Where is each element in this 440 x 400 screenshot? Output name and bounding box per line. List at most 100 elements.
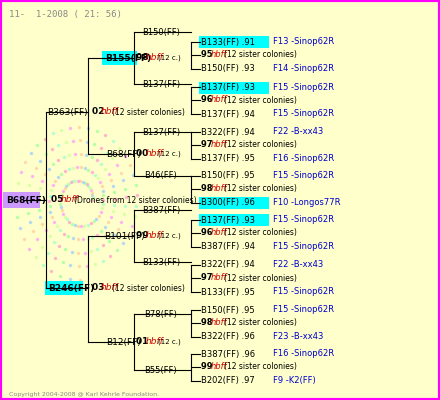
FancyBboxPatch shape (199, 36, 269, 48)
Text: (12 sister colonies): (12 sister colonies) (224, 228, 297, 237)
Text: B137(FF) .93: B137(FF) .93 (201, 83, 255, 92)
Text: F22 -B-xx43: F22 -B-xx43 (273, 260, 323, 269)
Text: B137(FF): B137(FF) (142, 128, 180, 136)
Text: 96: 96 (201, 228, 215, 237)
Text: hbff: hbff (210, 96, 227, 104)
Text: 11-  1-2008 ( 21: 56): 11- 1-2008 ( 21: 56) (9, 10, 122, 19)
Text: 02: 02 (92, 108, 107, 116)
Text: B137(FF) .95: B137(FF) .95 (201, 154, 254, 163)
Text: B68(FF): B68(FF) (106, 150, 141, 158)
Text: B68(FF): B68(FF) (7, 196, 47, 204)
Text: 97: 97 (201, 140, 215, 149)
Text: B150(FF) .93: B150(FF) .93 (201, 64, 254, 73)
Text: F10 -Longos77R: F10 -Longos77R (273, 198, 341, 207)
Text: (12 sister colonies): (12 sister colonies) (112, 108, 185, 116)
Text: F9 -K2(FF): F9 -K2(FF) (273, 376, 316, 385)
Text: (12 sister colonies): (12 sister colonies) (224, 96, 297, 104)
Text: B12(FF): B12(FF) (106, 338, 141, 346)
Text: B101(FF): B101(FF) (104, 232, 144, 240)
FancyBboxPatch shape (45, 281, 83, 295)
Text: 98: 98 (201, 184, 215, 193)
Text: (12 sister colonies): (12 sister colonies) (224, 184, 297, 193)
Text: hbff: hbff (210, 274, 227, 282)
Text: 99: 99 (201, 362, 215, 371)
Text: 96: 96 (201, 96, 215, 104)
Text: 99: 99 (136, 232, 152, 240)
Text: hbff: hbff (145, 338, 163, 346)
Text: B246(FF): B246(FF) (48, 284, 95, 292)
Text: B363(FF): B363(FF) (48, 108, 88, 116)
Text: (12 c.): (12 c.) (158, 55, 180, 61)
Text: hbff: hbff (145, 150, 163, 158)
Text: F23 -B-xx43: F23 -B-xx43 (273, 332, 323, 341)
Text: F14 -Sinop62R: F14 -Sinop62R (273, 64, 334, 73)
Text: (12 sister colonies): (12 sister colonies) (224, 274, 297, 282)
Text: B133(FF): B133(FF) (142, 258, 180, 266)
FancyBboxPatch shape (199, 214, 269, 226)
Text: (12 c.): (12 c.) (158, 339, 180, 345)
Text: F15 -Sinop62R: F15 -Sinop62R (273, 172, 334, 180)
Text: F15 -Sinop62R: F15 -Sinop62R (273, 83, 334, 92)
Text: B137(FF): B137(FF) (142, 80, 180, 88)
Text: hbff: hbff (210, 184, 227, 193)
FancyBboxPatch shape (3, 192, 40, 208)
Text: B322(FF) .94: B322(FF) .94 (201, 260, 254, 269)
Text: 97: 97 (201, 274, 215, 282)
Text: B46(FF): B46(FF) (144, 172, 177, 180)
Text: B387(FF): B387(FF) (142, 206, 180, 214)
Text: Copyright 2004-2008 @ Karl Kehrle Foundation.: Copyright 2004-2008 @ Karl Kehrle Founda… (9, 392, 159, 397)
Text: hbff: hbff (210, 362, 227, 371)
Text: B133(FF) .91: B133(FF) .91 (201, 38, 254, 46)
Text: F15 -Sinop62R: F15 -Sinop62R (273, 110, 334, 118)
Text: F15 -Sinop62R: F15 -Sinop62R (273, 306, 334, 314)
Text: B155(FF): B155(FF) (106, 54, 152, 62)
Text: hbff: hbff (145, 232, 163, 240)
Text: 03: 03 (92, 284, 107, 292)
Text: F22 -B-xx43: F22 -B-xx43 (273, 128, 323, 136)
Text: B322(FF) .96: B322(FF) .96 (201, 332, 254, 341)
Text: (12 sister colonies): (12 sister colonies) (224, 140, 297, 149)
Text: 98: 98 (136, 54, 152, 62)
Text: B387(FF) .94: B387(FF) .94 (201, 242, 255, 251)
Text: (12 c.): (12 c.) (158, 151, 180, 157)
Text: B55(FF): B55(FF) (144, 366, 177, 374)
Text: 00: 00 (136, 150, 152, 158)
Text: (12 sister colonies): (12 sister colonies) (224, 362, 297, 371)
Text: hbff: hbff (145, 54, 163, 62)
Text: B322(FF) .94: B322(FF) .94 (201, 128, 254, 136)
Text: B150(FF) .95: B150(FF) .95 (201, 172, 254, 180)
Text: B387(FF) .96: B387(FF) .96 (201, 350, 255, 358)
Text: F15 -Sinop62R: F15 -Sinop62R (273, 288, 334, 296)
Text: B150(FF) .95: B150(FF) .95 (201, 306, 254, 314)
Text: hbff: hbff (100, 284, 118, 292)
Text: B300(FF) .96: B300(FF) .96 (201, 198, 254, 207)
Text: F15 -Sinop62R: F15 -Sinop62R (273, 242, 334, 251)
Text: F15 -Sinop62R: F15 -Sinop62R (273, 216, 334, 224)
Text: (12 sister colonies): (12 sister colonies) (224, 50, 297, 59)
Text: B78(FF): B78(FF) (144, 310, 177, 318)
Text: 01: 01 (136, 338, 152, 346)
FancyBboxPatch shape (199, 82, 269, 94)
Text: hbff: hbff (61, 196, 78, 204)
Text: hbff: hbff (100, 108, 118, 116)
Text: B150(FF): B150(FF) (142, 28, 180, 36)
Text: (12 sister colonies): (12 sister colonies) (224, 318, 297, 327)
Text: B202(FF) .97: B202(FF) .97 (201, 376, 254, 385)
Text: hbff: hbff (210, 228, 227, 237)
Text: (12 sister colonies): (12 sister colonies) (112, 284, 185, 292)
Text: hbff: hbff (210, 50, 227, 59)
Text: B133(FF) .95: B133(FF) .95 (201, 288, 254, 296)
Text: 95: 95 (201, 50, 215, 59)
Text: (Drones from 12 sister colonies): (Drones from 12 sister colonies) (74, 196, 197, 204)
Text: 98: 98 (201, 318, 215, 327)
FancyBboxPatch shape (199, 197, 269, 209)
Text: B137(FF) .93: B137(FF) .93 (201, 216, 255, 224)
Text: hbff: hbff (210, 318, 227, 327)
Text: hbff: hbff (210, 140, 227, 149)
Text: F16 -Sinop62R: F16 -Sinop62R (273, 350, 334, 358)
Text: F16 -Sinop62R: F16 -Sinop62R (273, 154, 334, 163)
Text: F13 -Sinop62R: F13 -Sinop62R (273, 38, 334, 46)
FancyBboxPatch shape (102, 51, 137, 65)
Text: B137(FF) .94: B137(FF) .94 (201, 110, 254, 118)
Text: (12 c.): (12 c.) (158, 233, 180, 239)
